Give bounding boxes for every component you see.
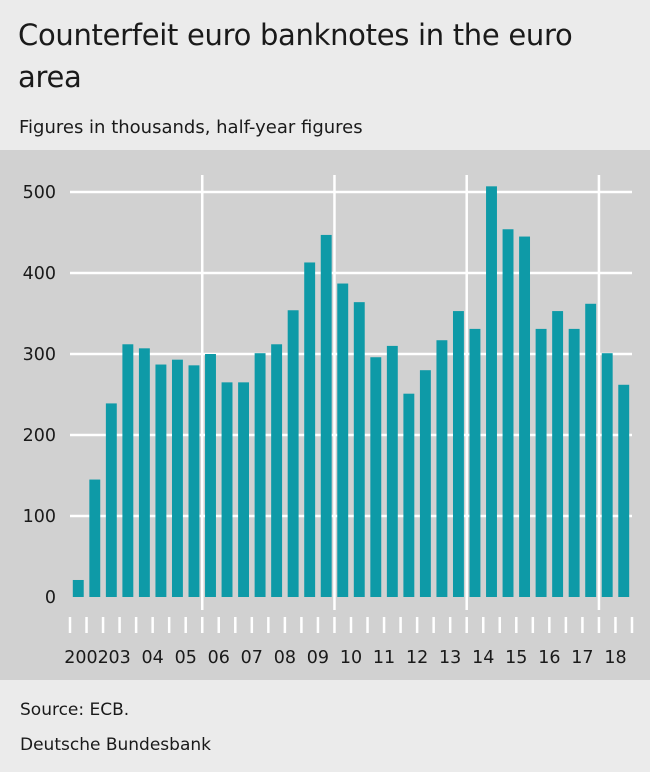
x-tick-label: 03 (108, 648, 130, 668)
bar: 2004 H2: 287 (155, 364, 167, 597)
x-tick-label: 2002 (64, 648, 109, 668)
x-tick-label: 16 (538, 648, 560, 668)
x-tick-label: 06 (208, 648, 230, 668)
x-tick-label: 17 (571, 648, 593, 668)
x-tick-label: 08 (274, 648, 296, 668)
x-tick-label: 18 (604, 648, 626, 668)
bar: 2018 H2: 262 (618, 384, 630, 597)
bar: 2016 H1: 331 (535, 328, 547, 597)
x-tick-label: 15 (505, 648, 527, 668)
x-tick-label: 13 (439, 648, 461, 668)
bar: 2016 H2: 353 (552, 311, 564, 597)
bar: 2014 H2: 507 (486, 186, 497, 597)
y-tick-label: 400 (23, 264, 56, 284)
bar: 2018 H1: 301 (601, 353, 613, 597)
chart-title: Counterfeit euro banknotes in the euro a… (18, 18, 573, 94)
x-tick-label: 09 (307, 648, 329, 668)
bar: 2006 H2: 265 (221, 382, 233, 597)
bar: 2013 H2: 353 (452, 311, 464, 597)
x-tick-label: 10 (340, 648, 362, 668)
bar: 2007 H1: 265 (238, 382, 250, 597)
y-axis-labels: 0 100 200 300 400 500 (23, 183, 56, 608)
bar: 2010 H2: 364 (353, 302, 365, 597)
bar: 2011 H2: 310 (386, 345, 398, 597)
bar: 2012 H1: 251 (403, 393, 415, 597)
bar: 2006 H1: 300 (205, 354, 216, 597)
bar: 2008 H2: 354 (287, 310, 299, 597)
x-tick-label: 07 (241, 648, 263, 668)
chart-subtitle: Figures in thousands, half-year figures (19, 117, 363, 138)
bar: 2015 H2: 445 (519, 236, 531, 598)
bar: 2017 H2: 362 (585, 303, 597, 597)
bar: 2015 H1: 454 (502, 229, 514, 597)
y-tick-label: 0 (45, 588, 56, 608)
bar: 2008 H1: 312 (271, 344, 283, 597)
bar: 2007 H2: 301 (254, 353, 266, 597)
bar: 2009 H2: 447 (320, 234, 332, 597)
x-tick-label: 04 (142, 648, 164, 668)
y-tick-label: 200 (23, 426, 56, 446)
bar: 2009 H1: 413 (304, 262, 316, 597)
bar: 2017 H1: 331 (568, 328, 580, 597)
x-tick-label: 11 (373, 648, 395, 668)
bar: 2012 H2: 280 (419, 370, 431, 597)
x-tick-label: 12 (406, 648, 428, 668)
bar: 2002 H1: 21 (72, 579, 84, 597)
bar: 2011 H1: 296 (370, 357, 382, 597)
bar: 2013 H1: 317 (436, 340, 448, 597)
y-tick-label: 100 (23, 507, 56, 527)
x-axis-ticks (68, 617, 634, 633)
x-axis-labels: 2002 03 04 05 06 07 08 09 10 11 12 13 14 15 16 17 18 (64, 648, 626, 668)
bar: 2004 H1: 307 (138, 348, 150, 597)
x-tick-label: 05 (175, 648, 197, 668)
bar: 2002 H2: 145 (89, 479, 101, 597)
bar: 2010 H1: 387 (337, 283, 349, 597)
y-tick-label: 300 (23, 345, 56, 365)
bar: 2014 H1: 331 (469, 328, 481, 597)
source-note: Source: ECB. (20, 700, 130, 720)
y-tick-label: 500 (23, 183, 56, 203)
bar: 2005 H2: 286 (188, 365, 200, 597)
bar: 2005 H1: 293 (171, 359, 183, 597)
publisher-note: Deutsche Bundesbank (20, 735, 211, 755)
x-tick-label: 14 (472, 648, 494, 668)
